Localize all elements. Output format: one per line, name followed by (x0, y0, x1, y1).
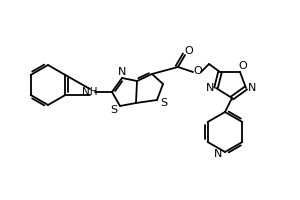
Text: S: S (110, 105, 118, 115)
Text: NH: NH (82, 87, 98, 97)
Text: O: O (194, 66, 202, 76)
Text: N: N (206, 83, 214, 93)
Text: O: O (184, 46, 194, 56)
Text: N: N (248, 83, 256, 93)
Text: N: N (214, 149, 222, 159)
Text: S: S (160, 98, 168, 108)
Text: O: O (238, 61, 247, 71)
Text: N: N (118, 67, 126, 77)
